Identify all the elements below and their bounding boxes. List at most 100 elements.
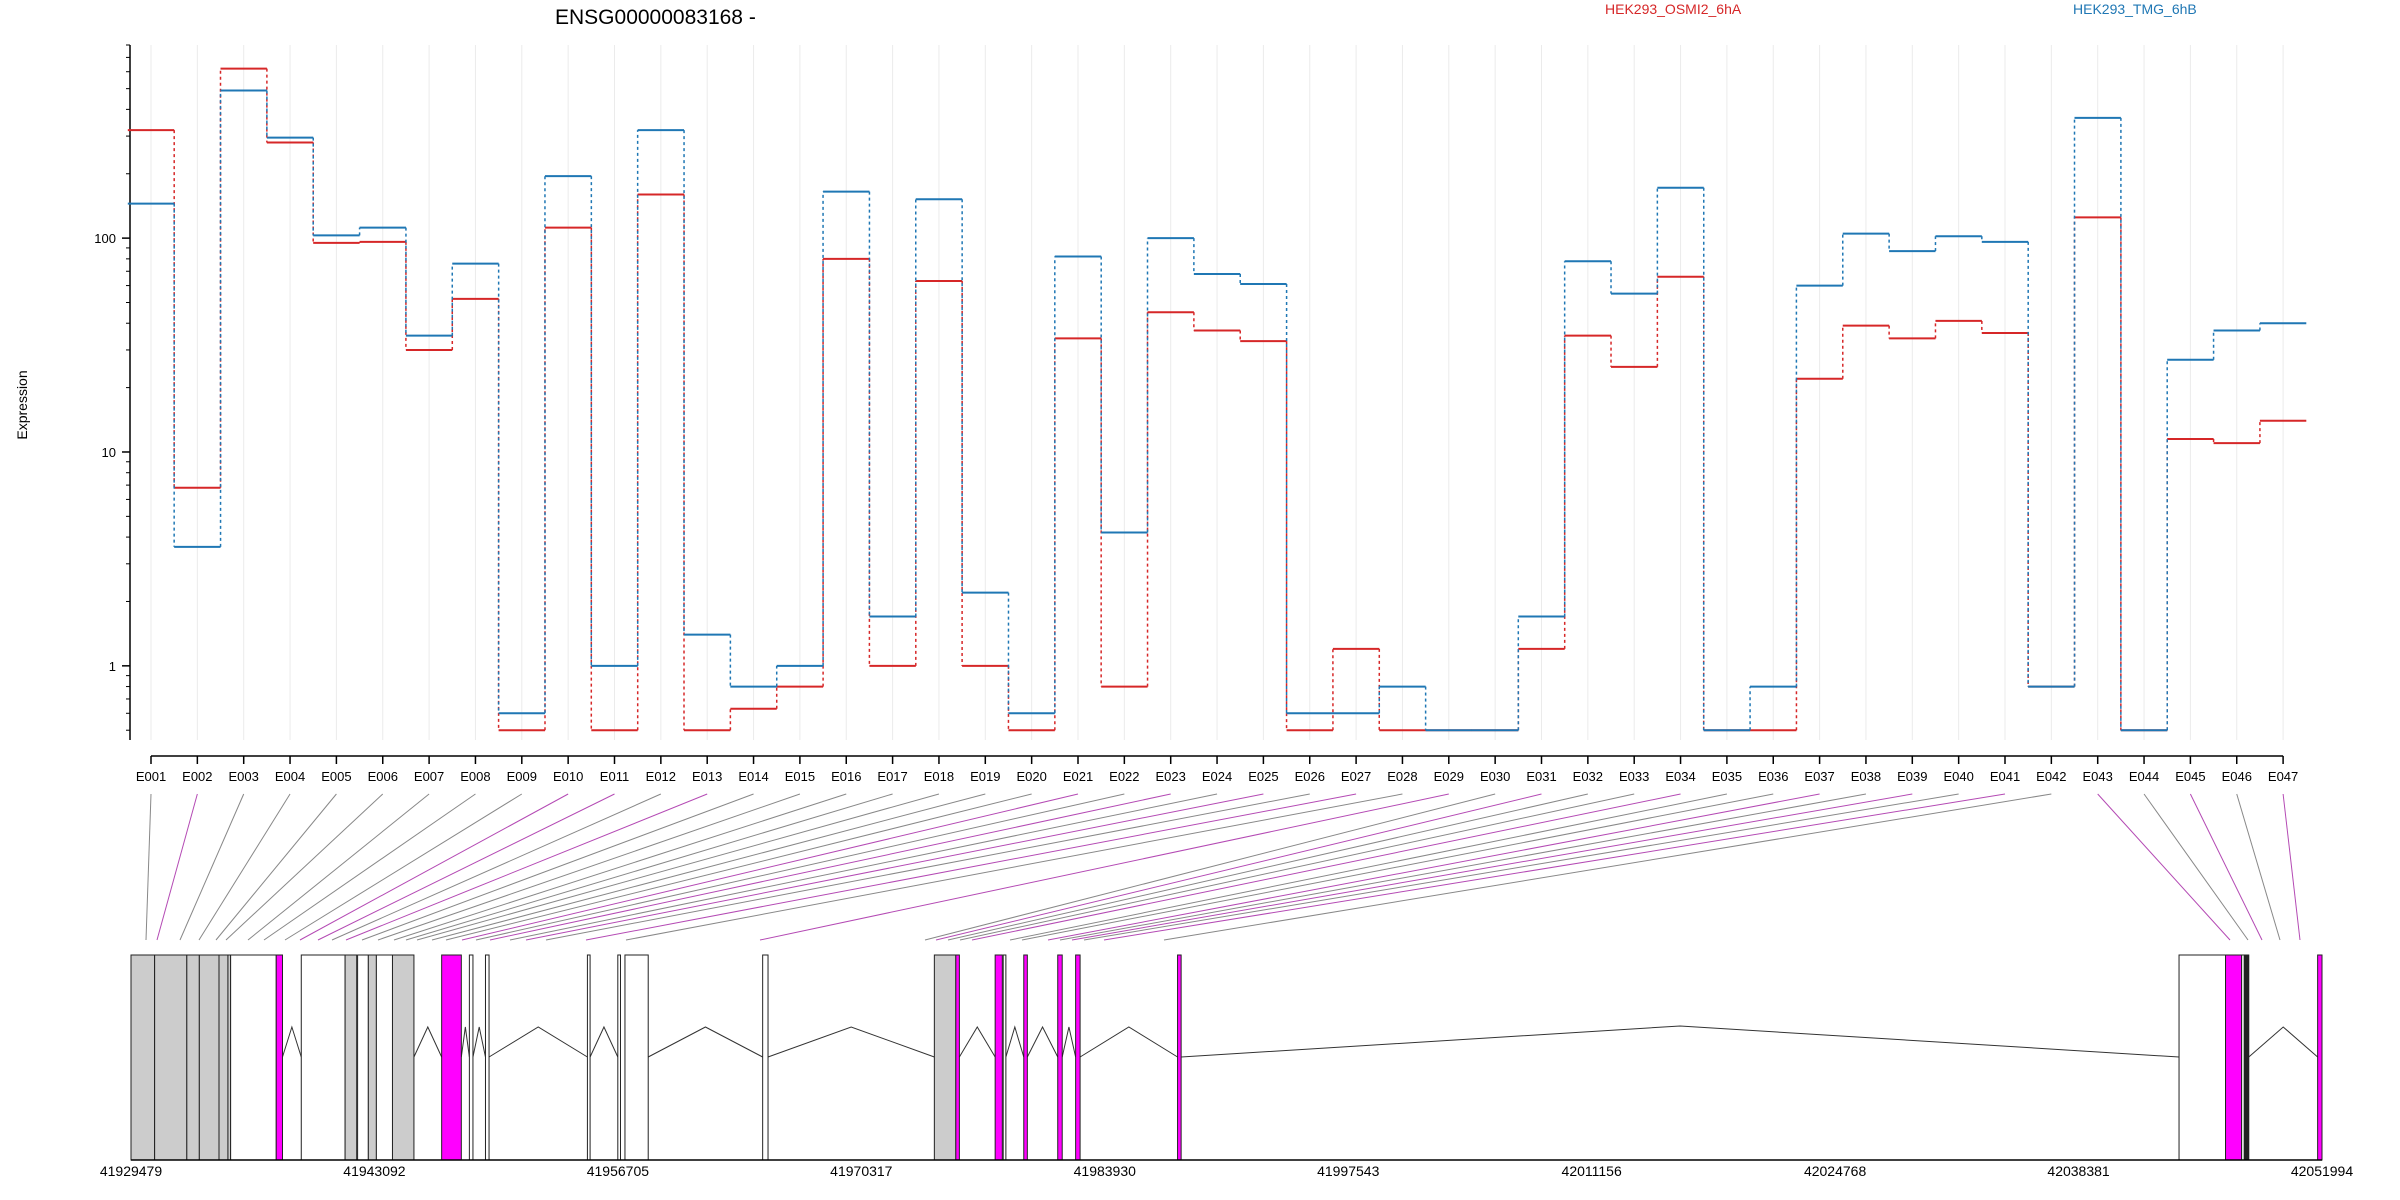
exon-block: [1023, 954, 1028, 1161]
coord-tick-label: 41983930: [1074, 1163, 1137, 1179]
exon-connector: [585, 793, 1357, 941]
intron: [647, 1026, 763, 1058]
exon-block: [586, 954, 591, 1161]
exon-connector: [1059, 793, 1867, 941]
exon-connector: [1047, 793, 1820, 941]
x-tick-label: E039: [1897, 769, 1927, 784]
exon-connector: [145, 793, 152, 941]
exon-connector: [924, 793, 1496, 941]
intron: [1026, 1025, 1059, 1058]
exon-block: [484, 954, 490, 1161]
x-tick-label: E004: [275, 769, 305, 784]
x-tick-label: E007: [414, 769, 444, 784]
x-tick-label: E022: [1109, 769, 1139, 784]
vertical-gridlines: [150, 45, 2284, 740]
intron: [282, 1025, 302, 1058]
exon-connector: [2143, 793, 2249, 941]
exon-connector: [1103, 793, 2006, 941]
x-tick-label: E027: [1341, 769, 1371, 784]
intron: [460, 1026, 470, 1058]
exon-connector: [225, 793, 384, 941]
exon-block: [367, 954, 377, 1161]
exon-connector: [416, 793, 940, 941]
exon-connector: [431, 793, 986, 941]
x-tick-label: E021: [1063, 769, 1093, 784]
exon-connector: [393, 793, 847, 941]
x-tick-label: E044: [2129, 769, 2159, 784]
exon-connector: [759, 793, 1449, 941]
x-tick-label: E006: [368, 769, 398, 784]
coord-tick-label: 41943092: [343, 1163, 406, 1179]
exon-block: [2317, 954, 2323, 1161]
exon-block: [1075, 954, 1081, 1161]
exon-connector: [198, 793, 291, 941]
y-tick-label: 10: [102, 445, 116, 460]
x-tick-label: E002: [182, 769, 212, 784]
y-tick-label: 1: [109, 659, 116, 674]
exon-connector: [445, 793, 1032, 941]
x-tick-label: E008: [460, 769, 490, 784]
coord-tick-label: 41956705: [587, 1163, 650, 1179]
x-tick-label: E016: [831, 769, 861, 784]
exon-block: [2243, 954, 2250, 1161]
exon-connector: [475, 793, 1125, 941]
exon-block: [300, 954, 346, 1161]
gene-model-track: [130, 954, 2323, 1161]
x-tick-label: E038: [1851, 769, 1881, 784]
intron: [1061, 1026, 1077, 1058]
exon-connector: [935, 793, 1542, 941]
exon-block: [468, 954, 474, 1161]
exon-block: [130, 954, 156, 1161]
exon-connector: [545, 793, 1310, 941]
legend-series-b: HEK293_TMG_6hB: [2073, 1, 2197, 17]
exon-block: [391, 954, 415, 1161]
exon-connector: [1009, 793, 1727, 941]
x-tick-label: E034: [1665, 769, 1695, 784]
coord-tick-label: 41997543: [1317, 1163, 1380, 1179]
x-tick-label: E042: [2036, 769, 2066, 784]
exon-connector: [377, 793, 801, 941]
x-axis: E001 E002 E003 E004 E005 E006 E007 E008 E009 E010…: [136, 755, 2298, 784]
exon-connector: [317, 793, 615, 941]
coord-tick-label: 42038381: [2047, 1163, 2110, 1179]
x-tick-label: E013: [692, 769, 722, 784]
x-tick-label: E024: [1202, 769, 1232, 784]
exon-connector: [489, 793, 1171, 941]
y-axis-label: Expression: [14, 370, 30, 439]
exon-connector: [1021, 793, 1774, 941]
x-tick-label: E011: [600, 769, 629, 784]
intron: [488, 1026, 588, 1058]
intron: [958, 1026, 996, 1058]
exon-connector: [2282, 793, 2301, 941]
series-b: [127, 89, 2307, 732]
y-axis: 1 10 100: [94, 44, 131, 740]
x-tick-label: E012: [646, 769, 676, 784]
x-tick-label: E046: [2222, 769, 2252, 784]
x-tick-label: E040: [1943, 769, 1973, 784]
exon-connector: [179, 793, 245, 941]
x-tick-label: E025: [1248, 769, 1278, 784]
x-tick-label: E015: [785, 769, 815, 784]
intron: [2248, 1026, 2318, 1058]
exon-block: [762, 954, 769, 1161]
legend-series-a: HEK293_OSMI2_6hA: [1605, 1, 1742, 17]
x-tick-label: E035: [1712, 769, 1742, 784]
exon-block: [441, 954, 462, 1161]
x-tick-label: E036: [1758, 769, 1788, 784]
exon-block: [218, 954, 229, 1161]
x-tick-label: E031: [1526, 769, 1556, 784]
x-tick-label: E030: [1480, 769, 1510, 784]
exon-connector: [625, 793, 1403, 941]
intron: [413, 1025, 443, 1058]
coord-tick-label: 42011156: [1562, 1163, 1622, 1179]
exon-connector: [509, 793, 1218, 941]
exon-block: [375, 954, 393, 1161]
x-tick-label: E014: [738, 769, 768, 784]
exon-block: [1002, 954, 1007, 1161]
chart-title: ENSG00000083168 -: [555, 6, 756, 29]
exon-connector: [1083, 793, 1959, 941]
exon-connector: [2236, 793, 2281, 941]
exon-connector: [345, 793, 708, 941]
exon-block: [2225, 954, 2243, 1161]
exon-connector: [215, 793, 337, 941]
